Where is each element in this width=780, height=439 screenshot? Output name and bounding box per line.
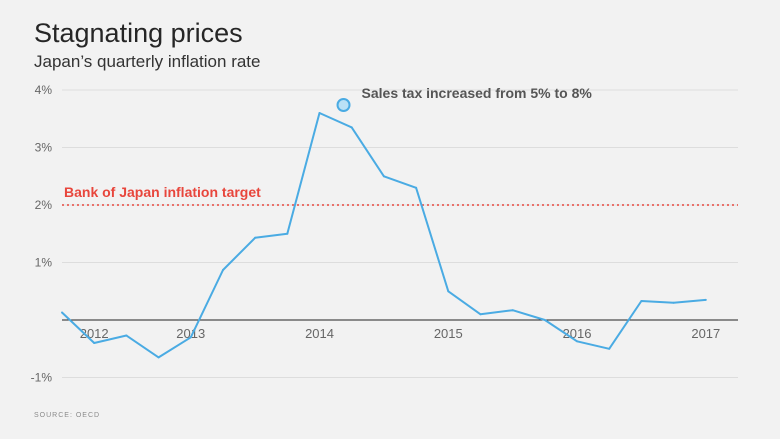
y-tick-label: 4% bbox=[35, 83, 53, 97]
data-point bbox=[189, 336, 192, 339]
data-point bbox=[157, 356, 160, 359]
chart-title: Stagnating prices bbox=[34, 18, 243, 48]
data-point bbox=[125, 334, 128, 337]
data-point bbox=[447, 290, 450, 293]
data-point bbox=[318, 112, 321, 114]
data-point bbox=[286, 232, 289, 235]
y-tick-label: 2% bbox=[35, 198, 53, 212]
x-tick-label: 2014 bbox=[305, 326, 334, 341]
data-point bbox=[479, 313, 482, 316]
chart-subtitle: Japan’s quarterly inflation rate bbox=[34, 52, 261, 71]
inflation-series-line bbox=[61, 112, 706, 359]
data-point bbox=[350, 126, 353, 129]
data-point bbox=[704, 298, 707, 301]
x-tick-label: 2013 bbox=[176, 326, 205, 341]
y-tick-labels: 4% 3% 2% 1% -1% bbox=[31, 83, 53, 385]
data-point bbox=[511, 309, 514, 312]
data-point bbox=[543, 319, 546, 321]
data-point bbox=[93, 342, 96, 344]
y-tick-label: 1% bbox=[35, 256, 53, 270]
data-point bbox=[254, 236, 257, 239]
data-point bbox=[415, 186, 418, 189]
inflation-target-label: Bank of Japan inflation target bbox=[64, 184, 261, 200]
data-points bbox=[61, 112, 707, 359]
data-point bbox=[221, 268, 224, 271]
data-point bbox=[382, 175, 385, 178]
data-point bbox=[640, 300, 643, 303]
y-tick-label: 3% bbox=[35, 141, 53, 155]
data-point bbox=[576, 340, 579, 343]
source-note: SOURCE: OECD bbox=[34, 412, 101, 419]
sales-tax-annotation: Sales tax increased from 5% to 8% bbox=[362, 85, 593, 101]
data-point bbox=[608, 347, 611, 350]
x-tick-label: 2015 bbox=[434, 326, 463, 341]
peak-marker bbox=[336, 98, 351, 112]
data-point bbox=[61, 311, 63, 314]
data-point bbox=[672, 301, 675, 304]
grid-lines bbox=[62, 89, 738, 378]
y-tick-label: -1% bbox=[31, 371, 53, 385]
x-tick-label: 2017 bbox=[691, 326, 720, 341]
